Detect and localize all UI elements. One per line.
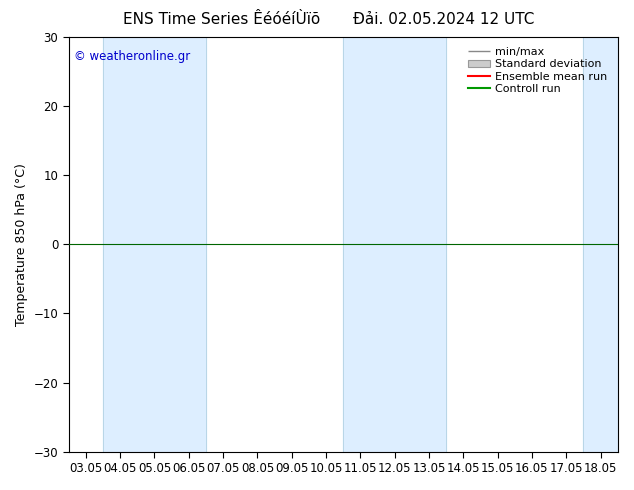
Bar (583, 37, 634, 452)
Text: Đải. 02.05.2024 12 UTC: Đải. 02.05.2024 12 UTC (353, 12, 534, 27)
Bar (343, 37, 446, 452)
Legend: min/max, Standard deviation, Ensemble mean run, Controll run: min/max, Standard deviation, Ensemble me… (463, 43, 612, 98)
Text: © weatheronline.gr: © weatheronline.gr (74, 49, 190, 63)
Bar (103, 37, 206, 452)
Text: ENS Time Series ÊéóéíÙïõ: ENS Time Series ÊéóéíÙïõ (123, 12, 321, 27)
Y-axis label: Temperature 850 hPa (°C): Temperature 850 hPa (°C) (15, 163, 28, 326)
